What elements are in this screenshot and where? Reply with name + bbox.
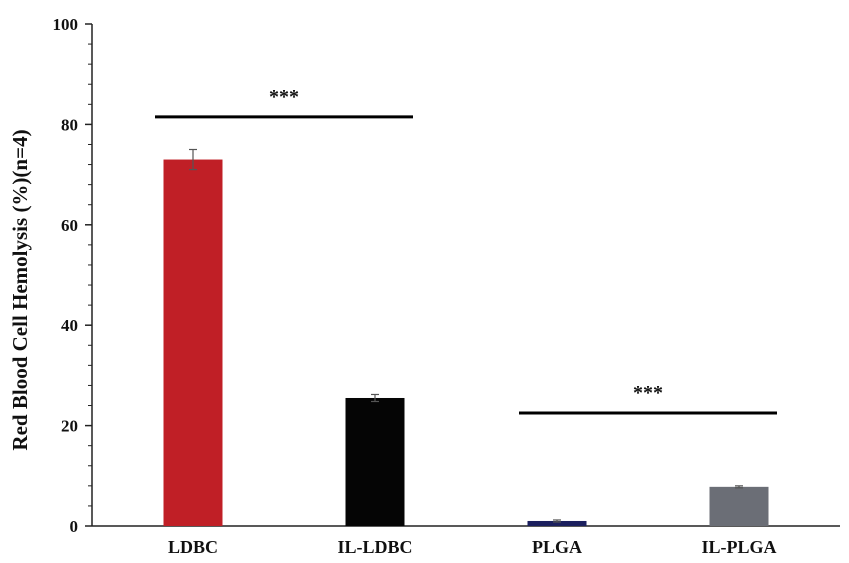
bar-il-ldbc: [345, 397, 405, 526]
significance-annotations: *** ***: [155, 86, 777, 415]
significance-label: ***: [269, 86, 299, 108]
y-tick-label: 80: [61, 115, 78, 134]
error-bars: [189, 148, 743, 523]
y-axis-title: Red Blood Cell Hemolysis (%)(n=4): [8, 129, 32, 450]
bar-ldbc: [163, 159, 223, 527]
x-tick-label: IL-PLGA: [701, 537, 776, 557]
significance-label: ***: [633, 382, 663, 404]
y-tick-label: 0: [70, 517, 79, 536]
x-tick-label: IL-LDBC: [337, 537, 412, 557]
x-tick-label: LDBC: [168, 537, 218, 557]
bar-plga: [527, 520, 587, 526]
bar-il-plga: [709, 486, 769, 526]
y-tick-label: 60: [61, 216, 78, 235]
y-tick-label: 20: [61, 417, 78, 436]
y-tick-label: 100: [53, 15, 79, 34]
bars: [163, 159, 769, 527]
category-labels: LDBC IL-LDBC PLGA IL-PLGA: [168, 537, 777, 557]
x-tick-label: PLGA: [532, 537, 582, 557]
y-tick-label: 40: [61, 316, 78, 335]
